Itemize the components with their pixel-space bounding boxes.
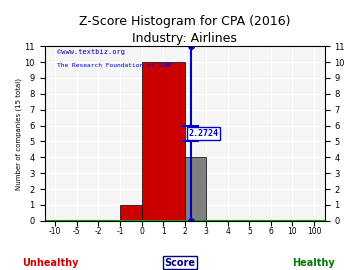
Bar (120, 205, 141, 221)
Y-axis label: Number of companies (15 total): Number of companies (15 total) (15, 77, 22, 190)
Text: The Research Foundation of SUNY: The Research Foundation of SUNY (58, 63, 174, 68)
Title: Z-Score Histogram for CPA (2016)
Industry: Airlines: Z-Score Histogram for CPA (2016) Industr… (79, 15, 291, 45)
Text: Score: Score (165, 258, 195, 268)
Text: 2.2724: 2.2724 (188, 129, 219, 138)
Bar (185, 157, 206, 221)
Text: Unhealthy: Unhealthy (22, 258, 78, 268)
Bar (141, 62, 185, 221)
Text: ©www.textbiz.org: ©www.textbiz.org (58, 49, 125, 55)
Text: Healthy: Healthy (292, 258, 334, 268)
